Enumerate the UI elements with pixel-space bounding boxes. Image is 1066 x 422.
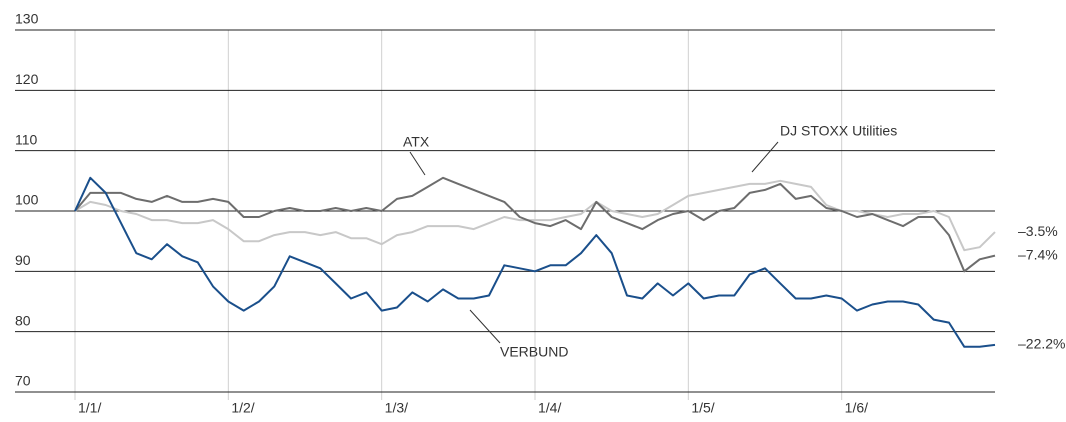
- y-tick-label: 80: [15, 312, 31, 328]
- x-tick-label: 1/3/: [385, 400, 408, 416]
- leader-line: [469, 309, 501, 344]
- x-tick-label: 1/1/: [78, 400, 101, 416]
- end-label: –3.5%: [1018, 223, 1058, 239]
- x-tick-label: 1/4/: [538, 400, 561, 416]
- series-label: VERBUND: [500, 344, 568, 360]
- y-tick-label: 130: [15, 11, 39, 27]
- y-tick-label: 120: [15, 71, 39, 87]
- series-line: [74, 176, 996, 348]
- series-label: ATX: [403, 134, 430, 150]
- y-tick-label: 90: [15, 252, 31, 268]
- end-label: –22.2%: [1018, 336, 1065, 352]
- series-label: DJ STOXX Utilities: [780, 123, 897, 139]
- series-line: [74, 176, 996, 273]
- x-tick-label: 1/2/: [231, 400, 254, 416]
- x-tick-label: 1/5/: [691, 400, 714, 416]
- y-tick-label: 70: [15, 373, 31, 389]
- leader-line: [409, 151, 426, 176]
- x-tick-label: 1/6/: [845, 400, 868, 416]
- leader-line: [751, 141, 779, 173]
- end-label: –7.4%: [1018, 246, 1058, 262]
- y-tick-label: 100: [15, 192, 39, 208]
- y-tick-label: 110: [15, 131, 38, 147]
